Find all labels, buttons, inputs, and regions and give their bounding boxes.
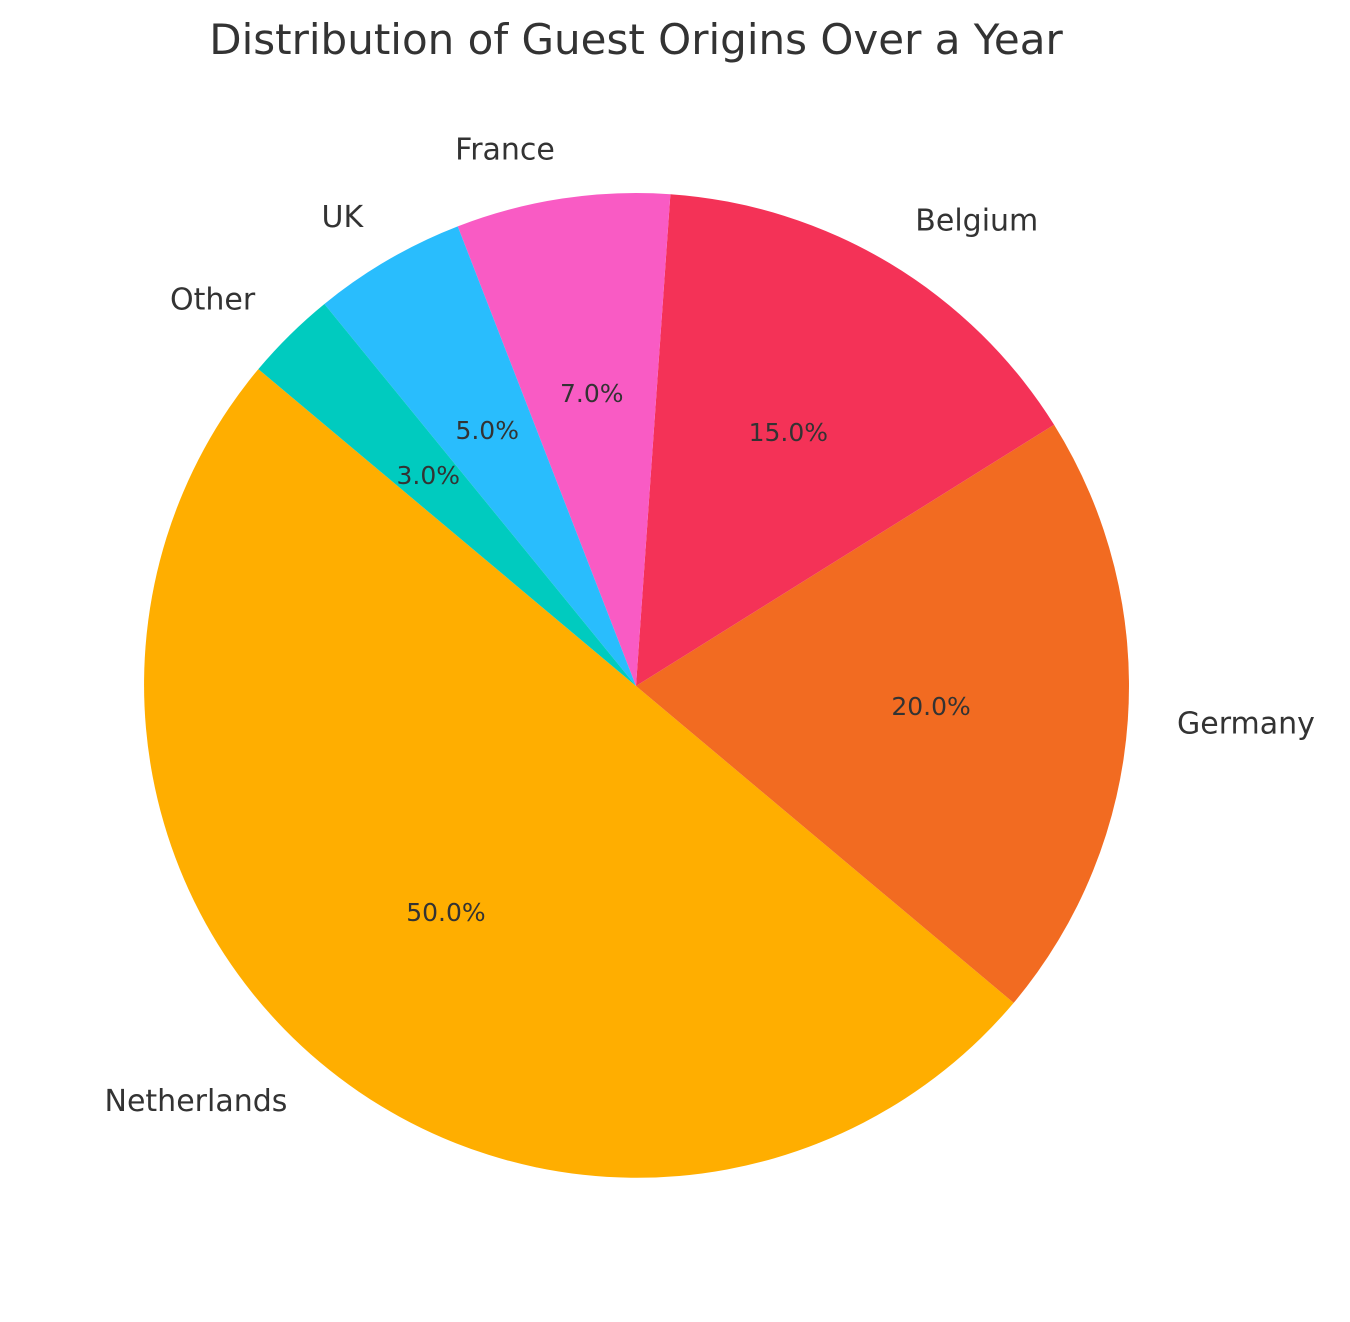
pie-slices (144, 192, 1129, 1178)
slice-label-france: France (455, 132, 555, 167)
pct-label-belgium: 15.0% (749, 418, 828, 447)
pie-slice-france (457, 192, 671, 686)
pie-slice-germany (636, 424, 1129, 1003)
chart-title: Distribution of Guest Origins Over a Yea… (209, 15, 1063, 64)
pie-slice-uk (324, 226, 636, 687)
pct-label-france: 7.0% (560, 379, 624, 408)
pie-slice-netherlands (144, 369, 1014, 1178)
slice-label-belgium: Belgium (915, 204, 1038, 239)
pct-label-netherlands: 50.0% (406, 898, 485, 927)
slice-label-germany: Germany (1177, 706, 1315, 741)
pct-label-other: 3.0% (397, 461, 461, 490)
pie-slice-other (258, 303, 636, 686)
slice-label-other: Other (170, 282, 256, 317)
pie-slice-belgium (636, 194, 1055, 686)
pie-labels: Netherlands 50.0% Germany 20.0% Belgium 15.0%… (105, 132, 1315, 1119)
pct-label-uk: 5.0% (455, 416, 519, 445)
pct-label-germany: 20.0% (891, 692, 970, 721)
slice-label-netherlands: Netherlands (105, 1084, 288, 1119)
slice-label-uk: UK (322, 200, 365, 235)
